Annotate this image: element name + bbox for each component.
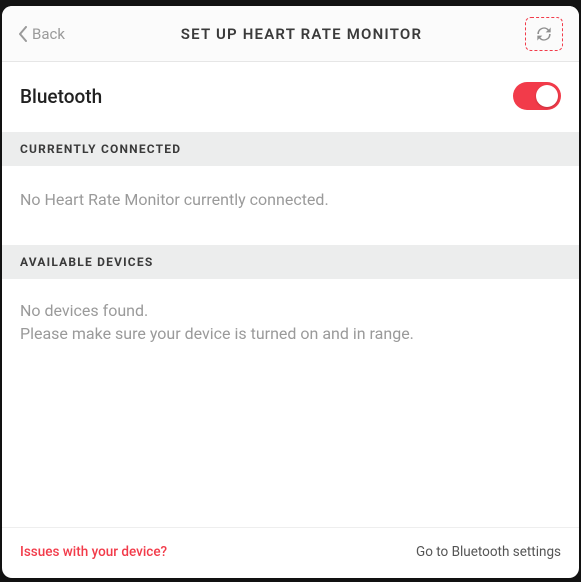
toggle-knob bbox=[536, 85, 558, 107]
issues-link[interactable]: Issues with your device? bbox=[20, 544, 167, 560]
hrm-setup-panel: Back SET UP HEART RATE MONITOR Bluetooth… bbox=[2, 6, 579, 578]
connected-section-body: No Heart Rate Monitor currently connecte… bbox=[2, 166, 579, 245]
page-title: SET UP HEART RATE MONITOR bbox=[78, 25, 525, 43]
back-label: Back bbox=[32, 25, 65, 43]
available-empty-line1: No devices found. bbox=[20, 299, 561, 322]
available-section-body: No devices found. Please make sure your … bbox=[2, 279, 579, 527]
panel-header: Back SET UP HEART RATE MONITOR bbox=[2, 6, 579, 62]
connected-section-header: CURRENTLY CONNECTED bbox=[2, 132, 579, 166]
available-empty-line2: Please make sure your device is turned o… bbox=[20, 322, 561, 345]
connected-empty-message: No Heart Rate Monitor currently connecte… bbox=[20, 190, 329, 209]
available-section-header: AVAILABLE DEVICES bbox=[2, 245, 579, 279]
goto-bluetooth-settings-link[interactable]: Go to Bluetooth settings bbox=[416, 544, 561, 560]
bluetooth-toggle[interactable] bbox=[513, 82, 561, 110]
bluetooth-label: Bluetooth bbox=[20, 85, 102, 108]
chevron-left-icon bbox=[18, 26, 28, 42]
bluetooth-row: Bluetooth bbox=[2, 62, 579, 132]
panel-footer: Issues with your device? Go to Bluetooth… bbox=[2, 527, 579, 578]
refresh-icon bbox=[534, 24, 554, 44]
back-button[interactable]: Back bbox=[18, 25, 78, 43]
refresh-button[interactable] bbox=[525, 17, 563, 51]
